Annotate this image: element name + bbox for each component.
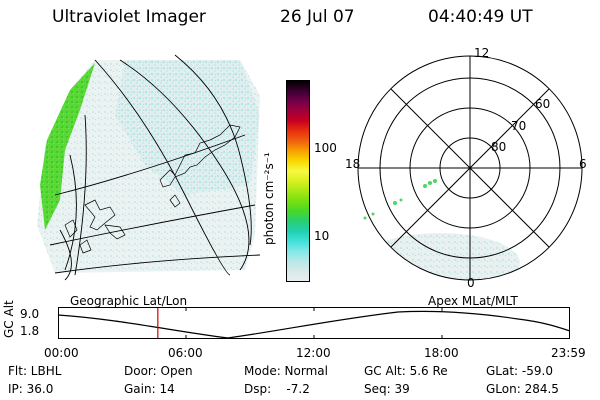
polar-lat-60: 60 xyxy=(535,97,551,111)
polar-mlt-12: 12 xyxy=(474,46,490,60)
alt-ytick-9: 9.0 xyxy=(20,307,40,321)
alt-xtick-0000: 00:00 xyxy=(44,346,79,360)
seq-value: Seq: 39 xyxy=(364,382,410,396)
alt-plot-ylabel: GC Alt xyxy=(2,300,16,338)
colorbar-unit-label: photon cm⁻²s⁻¹ xyxy=(262,152,276,245)
door-value: Door: Open xyxy=(124,364,193,378)
date-label: 26 Jul 07 xyxy=(280,7,355,27)
polar-plot xyxy=(357,55,583,281)
alt-xtick-2359: 23:59 xyxy=(551,346,586,360)
polar-mlt-18: 18 xyxy=(345,157,361,171)
geo-image xyxy=(37,54,261,281)
time-label: 04:40:49 UT xyxy=(428,7,533,27)
polar-plot-label: Apex MLat/MLT xyxy=(428,294,518,308)
dsp-value: Dsp: -7.2 xyxy=(244,382,310,396)
alt-xtick-0600: 06:00 xyxy=(168,346,203,360)
colorbar-tick-100: 100 xyxy=(314,141,337,155)
glon-value: GLon: 284.5 xyxy=(486,382,559,396)
polar-mlt-6: 6 xyxy=(579,157,587,171)
gc-alt-value: GC Alt: 5.6 Re xyxy=(364,364,448,378)
colorbar xyxy=(286,80,310,282)
ip-value: IP: 36.0 xyxy=(8,382,54,396)
glat-value: GLat: -59.0 xyxy=(486,364,553,378)
colorbar-tick-10: 10 xyxy=(314,229,330,243)
polar-mlt-0: 0 xyxy=(467,276,475,290)
alt-xtick-1200: 12:00 xyxy=(296,346,331,360)
alt-ytick-1: 1.8 xyxy=(20,324,40,338)
gain-value: Gain: 14 xyxy=(124,382,175,396)
polar-lat-80: 80 xyxy=(491,140,507,154)
geo-map-label: Geographic Lat/Lon xyxy=(70,294,188,308)
polar-lat-70: 70 xyxy=(511,119,527,133)
filter-value: Flt: LBHL xyxy=(8,364,62,378)
alt-plot xyxy=(57,307,571,339)
mode-value: Mode: Normal xyxy=(244,364,328,378)
alt-xtick-1800: 18:00 xyxy=(424,346,459,360)
instrument-title: Ultraviolet Imager xyxy=(52,7,206,27)
